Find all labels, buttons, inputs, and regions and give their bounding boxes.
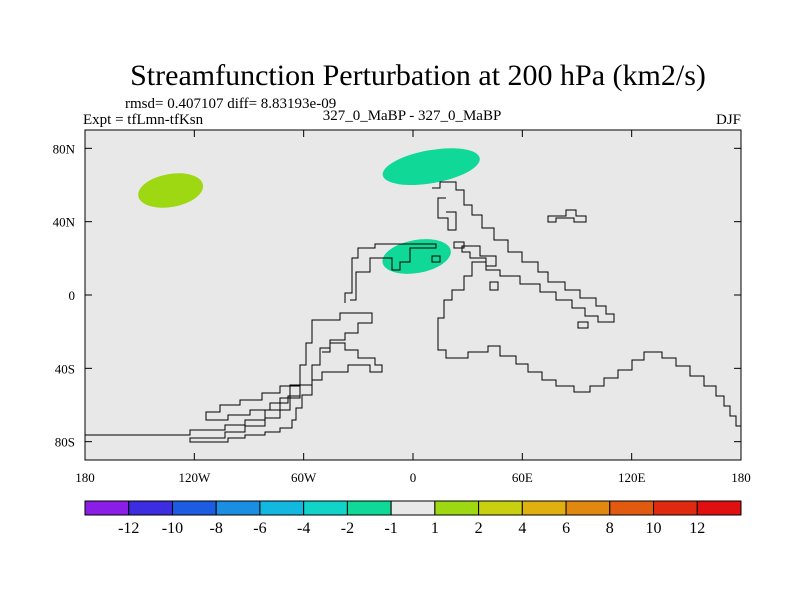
y-tick-label: 40S [55, 361, 75, 376]
colorbar-swatch [303, 500, 348, 516]
colorbar-swatch [609, 500, 655, 516]
colorbar-label: 10 [646, 520, 662, 537]
colorbar-label: 12 [689, 520, 705, 537]
colorbar-label: -2 [341, 520, 354, 537]
coastline-med-islands [431, 241, 589, 329]
colorbar-swatch [128, 500, 173, 516]
y-tick-label: 80N [53, 141, 76, 156]
y-tick-label: 40N [53, 215, 76, 230]
colorbar-swatch [390, 500, 436, 516]
colorbar-label: -8 [210, 520, 223, 537]
colorbar-swatch [478, 500, 523, 516]
coastline-siberia-inlet [437, 197, 457, 231]
comparison-label: 327_0_MaBP - 327_0_MaBP [323, 108, 502, 124]
coastline-layer [85, 181, 742, 443]
colorbar-swatch [565, 500, 611, 516]
colorbar-label: -1 [384, 520, 397, 537]
colorbar-swatch [653, 500, 698, 516]
x-tick-label: 60E [512, 470, 533, 485]
colorbar-label: -4 [297, 520, 310, 537]
colorbar-label: 6 [562, 520, 570, 537]
colorbar: -12 -10 -8 -6 -4 -2 -1 1 2 4 6 8 10 12 [84, 500, 742, 537]
anomaly-north-pacific [138, 173, 204, 208]
anomaly-layer [138, 148, 480, 274]
colorbar-swatch [696, 500, 742, 516]
chart-title: Streamfunction Perturbation at 200 hPa (… [130, 59, 706, 92]
map-panel [84, 129, 742, 461]
y-tick-label: 0 [69, 288, 76, 303]
x-tick-label: 180 [731, 470, 751, 485]
coastline-north-america-east [344, 243, 437, 303]
colorbar-label: 1 [431, 520, 439, 537]
y-tick-label: 80S [55, 435, 75, 450]
colorbar-swatch [346, 500, 392, 516]
coastline-europe-interior [461, 245, 497, 267]
anomaly-arctic-europe [382, 148, 480, 186]
colorbar-label: -12 [118, 520, 139, 537]
colorbar-label: 4 [518, 520, 526, 537]
colorbar-swatch [521, 500, 567, 516]
x-axis: 180 120W 60W 0 60E 120E 180 [75, 130, 751, 485]
colorbar-swatch [259, 500, 305, 516]
colorbar-swatch [171, 500, 217, 516]
stats-text: rmsd= 0.407107 diff= 8.83193e-09 [125, 96, 336, 112]
coastline-islands-north [547, 209, 587, 223]
colorbar-label: -6 [253, 520, 266, 537]
colorbar-label: -10 [162, 520, 183, 537]
colorbar-swatch [215, 500, 261, 516]
experiment-label: Expt = tfLmn-tfKsn [83, 112, 204, 128]
coastline-south-america [85, 312, 383, 443]
colorbar-label: 2 [475, 520, 483, 537]
colorbar-swatch [434, 500, 480, 516]
coastline-africa-eurasia [432, 181, 742, 438]
coastline-antarctic-peninsula [205, 385, 301, 421]
y-axis: 80N 40N 0 40S 80S [53, 141, 741, 450]
x-tick-label: 120W [178, 470, 211, 485]
x-tick-label: 120E [618, 470, 646, 485]
x-tick-label: 180 [75, 470, 95, 485]
colorbar-swatch [84, 500, 130, 516]
colorbar-label: 8 [606, 520, 614, 537]
x-tick-label: 60W [291, 470, 317, 485]
season-label: DJF [716, 112, 741, 128]
x-tick-label: 0 [410, 470, 417, 485]
